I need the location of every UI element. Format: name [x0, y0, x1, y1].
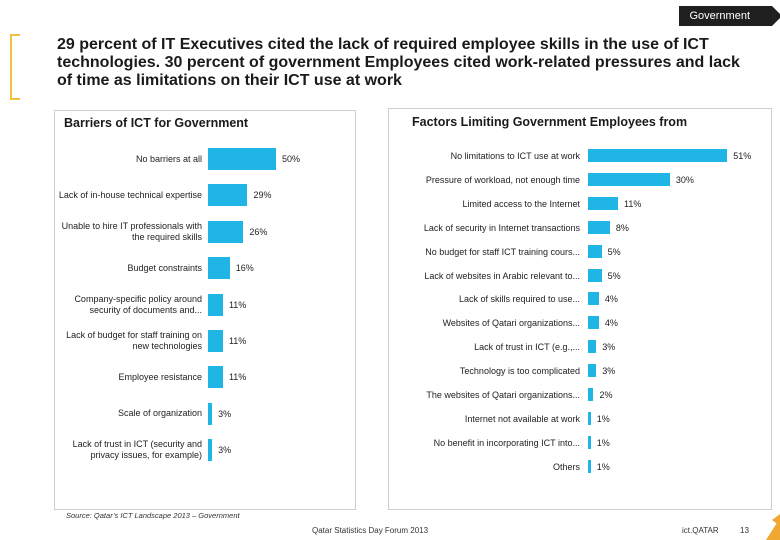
right-bar-11 [588, 388, 594, 401]
left-bar-9 [208, 439, 213, 462]
right-bar-8 [588, 316, 599, 330]
left-value-label-9: 3% [218, 445, 232, 456]
right-value-label-9: 3% [602, 342, 616, 353]
left-value-label-4: 16% [235, 263, 254, 274]
right-bar-7 [588, 292, 599, 306]
left-bar-5 [208, 293, 223, 316]
right-value-label-10: 3% [602, 366, 616, 377]
left-bar-4 [208, 257, 230, 280]
left-category-label-3: Unable to hire IT professionals with the… [61, 220, 202, 242]
left-value-label-8: 3% [218, 408, 232, 419]
left-bar-1 [208, 148, 276, 170]
right-bar-4 [588, 220, 610, 234]
left-category-label-9: Lack of trust in ICT (security and priva… [72, 439, 202, 461]
right-bar-10 [588, 364, 597, 378]
right-bar-6 [588, 268, 602, 282]
right-category-label-10: Technology is too complicated [459, 366, 580, 377]
right-category-label-8: Websites of Qatari organizations... [442, 318, 580, 329]
left-chart-panel [54, 110, 356, 510]
right-category-label-5: No budget for staff ICT training cours..… [425, 246, 580, 257]
right-value-label-3: 11% [624, 198, 642, 209]
left-category-label-4: Budget constraints [127, 262, 202, 273]
right-category-label-4: Lack of security in Internet transaction… [423, 222, 580, 233]
right-category-label-9: Lack of trust in ICT (e.g.,... [474, 342, 580, 353]
right-chart-title: Factors Limiting Government Employees fr… [412, 115, 688, 129]
left-bar-3 [208, 220, 244, 243]
footer-page-number: 13 [740, 526, 749, 535]
right-bar-9 [588, 340, 597, 354]
right-category-label-14: Others [552, 461, 580, 472]
right-value-label-13: 1% [596, 437, 610, 448]
right-value-label-1: 51% [733, 151, 752, 161]
right-value-label-14: 1% [596, 461, 610, 472]
left-bar-7 [208, 366, 223, 389]
section-tag: Government [679, 6, 780, 26]
left-value-label-5: 11% [228, 299, 247, 310]
left-value-label-2: 29% [253, 190, 272, 201]
left-category-label-5: Company-specific policy around security … [74, 293, 202, 315]
left-value-label-1: 50% [282, 154, 301, 164]
left-category-label-7: Employee resistance [118, 371, 202, 382]
footer-event: Qatar Statistics Day Forum 2013 [312, 526, 429, 535]
right-chart-panel [388, 108, 772, 510]
right-category-label-7: Lack of skills required to use... [458, 294, 580, 305]
left-category-label-8: Scale of organization [117, 408, 202, 419]
left-category-label-2: Lack of in-house technical expertise [58, 189, 202, 200]
headline: 29 percent of IT Executives cited the la… [57, 36, 740, 89]
right-category-label-3: Limited access to the Internet [462, 198, 580, 209]
right-bar-2 [588, 172, 670, 186]
right-value-label-8: 4% [604, 318, 618, 329]
left-value-label-3: 26% [249, 226, 268, 237]
right-value-label-12: 1% [596, 413, 610, 424]
left-chart-title: Barriers of ICT for Government [64, 116, 249, 130]
right-value-label-5: 5% [607, 246, 621, 257]
right-category-label-1: No limitations to ICT use at work [450, 151, 580, 161]
left-category-label-6: Lack of budget for staff training on new… [66, 330, 202, 351]
right-value-label-11: 2% [599, 390, 613, 400]
right-category-label-6: Lack of websites in Arabic relevant to..… [424, 270, 580, 281]
left-value-label-7: 11% [228, 372, 247, 383]
right-bar-13 [588, 435, 591, 449]
right-value-label-6: 5% [607, 270, 621, 281]
right-value-label-2: 30% [675, 174, 694, 185]
right-bar-1 [588, 149, 728, 162]
right-bar-12 [588, 411, 591, 425]
footer-brand: ict.QATAR [682, 526, 719, 535]
right-category-label-12: Internet not available at work [464, 413, 580, 424]
corner-decoration [766, 518, 780, 540]
left-bar-8 [208, 402, 213, 425]
left-category-label-1: No barriers at all [135, 153, 202, 164]
source-note: Source: Qatar’s ICT Landscape 2013 – Gov… [66, 511, 240, 520]
right-category-label-11: The websites of Qatari organizations... [426, 390, 580, 400]
right-bar-3 [588, 196, 619, 210]
left-bar-2 [208, 184, 248, 207]
right-value-label-4: 8% [615, 222, 629, 233]
right-category-label-2: Pressure of workload, not enough time [425, 174, 580, 185]
bracket-decoration [10, 34, 20, 100]
right-category-label-13: No benefit in incorporating ICT into... [433, 437, 580, 448]
left-value-label-6: 11% [228, 336, 247, 346]
right-bar-14 [588, 459, 591, 473]
right-value-label-7: 4% [604, 294, 618, 305]
right-bar-5 [588, 244, 602, 258]
left-bar-6 [208, 330, 223, 352]
